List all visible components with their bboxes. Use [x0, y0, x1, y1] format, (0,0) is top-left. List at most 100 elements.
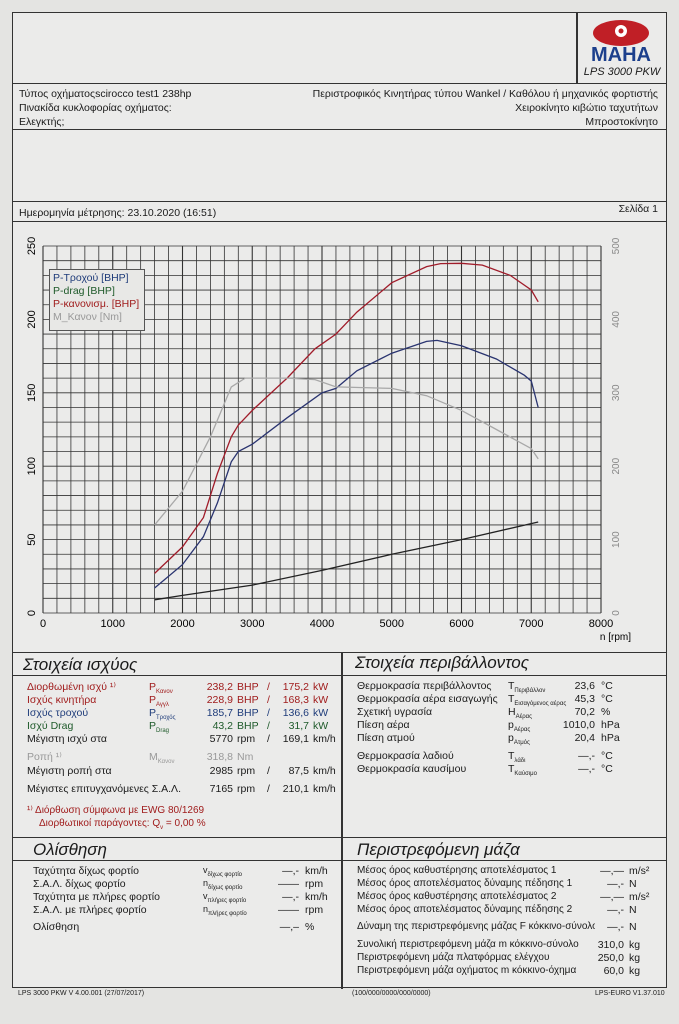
- power-value-2: 169,1: [282, 733, 309, 745]
- symbol-sub: Κανον: [156, 689, 173, 696]
- slip-label: Σ.Α.Λ. δίχως φορτίο: [33, 878, 126, 890]
- symbol-sub: Ατμός: [513, 740, 530, 747]
- power-label: Ισχύ Drag: [27, 720, 74, 732]
- mass-unit: kg: [629, 952, 641, 964]
- slip-title: Ολίσθηση: [33, 840, 107, 859]
- series-line-3: [154, 377, 539, 526]
- plate: Πινακίδα κυκλοφορίας οχήματος:: [19, 102, 172, 114]
- x-tick-label: 2000: [170, 618, 194, 630]
- power-unit-2: kW: [313, 707, 329, 719]
- power-unit-1: BHP: [237, 707, 259, 719]
- correction-factor: Διορθωτικοί παράγοντες: Qv = 0,00 %: [39, 818, 206, 831]
- mass-value: 310,0: [597, 939, 624, 951]
- env-symbol: pΑέρας: [508, 719, 530, 733]
- symbol: n: [203, 878, 209, 888]
- report-frame: MAHA LPS 3000 PKW Τύπος οχήματοςscirocco…: [12, 12, 667, 989]
- correction-factor-value: = 0,00 %: [165, 818, 206, 829]
- env-symbol: TΕισαγόμενος αέρας: [508, 693, 566, 707]
- env-unit: hPa: [601, 732, 620, 744]
- power-title: Στοιχεία ισχύος: [23, 655, 138, 674]
- env-value: —,-: [578, 750, 595, 762]
- power-sep: /: [267, 733, 270, 745]
- legend-drag-power: P-drag [BHP]: [53, 285, 115, 297]
- x-tick-label: 4000: [310, 618, 334, 630]
- symbol: T: [508, 693, 515, 705]
- power-sep: /: [267, 681, 270, 693]
- symbol: M: [149, 751, 158, 763]
- symbol-sub: Εισαγόμενος αέρας: [514, 701, 567, 708]
- mass-unit: N: [629, 921, 637, 933]
- symbol: p: [508, 732, 514, 744]
- power-unit-1: rpm: [237, 765, 256, 777]
- symbol-sub: λάδι: [514, 758, 526, 765]
- mass-label: Περιστρεφόμενη μάζα πλατφόρμας ελέγχου: [357, 952, 550, 963]
- slip-symbol: vπλήρες φορτίο: [203, 891, 246, 904]
- symbol-sub: πλήρες φορτίο: [207, 897, 247, 904]
- power-value-1: 238,2: [206, 681, 233, 693]
- symbol-sub: Κανον: [157, 759, 175, 766]
- symbol-sub: Καύσιμο: [514, 771, 537, 778]
- x-tick-label: 6000: [449, 618, 473, 630]
- symbol: T: [508, 750, 515, 762]
- mass-unit: kg: [629, 965, 641, 977]
- chart-legend: P-Τροχού [BHP] P-drag [BHP] P-κανονισμ. …: [49, 269, 145, 331]
- env-unit: °C: [601, 693, 613, 705]
- y-left-tick-label: 250: [26, 237, 38, 255]
- power-value-2: 175,2: [282, 681, 309, 693]
- mass-unit: N: [629, 904, 637, 916]
- symbol: v: [203, 865, 208, 875]
- y-left-tick-label: 50: [26, 533, 38, 545]
- section-divider: [341, 652, 343, 989]
- slip-value: —,-: [282, 865, 299, 877]
- env-symbol: Tλάδι: [508, 750, 525, 764]
- slip-value: —,-: [282, 891, 299, 903]
- env-label: Πίεση ατμού: [357, 732, 415, 744]
- env-value: —,-: [578, 763, 595, 775]
- env-label: Θερμοκρασία αέρα εισαγωγής: [357, 693, 498, 705]
- env-value: 1010,0: [562, 719, 595, 731]
- logo-divider: [576, 13, 578, 83]
- footer-euro: LPS-EURO V1.37.010: [595, 990, 665, 997]
- engine-type: Περιστροφικός Κινητήρας τύπου Wankel / Κ…: [312, 88, 658, 100]
- symbol-sub: Αγγλ: [156, 702, 169, 709]
- symbol-sub: Τροχός: [156, 715, 176, 722]
- power-symbol: PΤροχός: [149, 707, 176, 721]
- symbol: P: [149, 681, 157, 693]
- power-sep: /: [267, 765, 270, 777]
- symbol: H: [508, 706, 516, 718]
- power-label: Μέγιστες επιτυγχανόμενες Σ.Α.Λ.: [27, 783, 181, 795]
- correction-note: ¹⁾ Διόρθωση σύμφωνα με EWG 80/1269: [27, 805, 205, 816]
- mass-label: Μέσος όρος καθυστέρησης αποτελέσματος 2: [357, 891, 557, 902]
- correction-factor-label: Διορθωτικοί παράγοντες: Q: [39, 818, 161, 829]
- mass-label: Μέσος όρος αποτελέσματος δύναμης πέδησης…: [357, 904, 573, 915]
- env-symbol: TΠεριβάλλον: [508, 680, 545, 694]
- power-label: Ροπή ¹⁾: [27, 751, 62, 763]
- mass-value: 250,0: [597, 952, 624, 964]
- slip-symbol: nπλήρες φορτίο: [203, 904, 247, 917]
- symbol: T: [508, 763, 515, 775]
- env-value: 23,6: [574, 680, 595, 692]
- symbol-sub: Drag: [156, 728, 170, 735]
- page-number: Σελίδα 1: [618, 203, 658, 215]
- power-value-1: 185,7: [206, 707, 233, 719]
- y-right-tick-label: 200: [611, 457, 622, 474]
- mass-unit: kg: [629, 939, 641, 951]
- slip-unit: km/h: [305, 865, 328, 877]
- symbol-sub: δίχως φορτίο: [208, 884, 243, 891]
- correction-factor-sub: v: [160, 825, 164, 831]
- x-tick-label: 5000: [380, 618, 404, 630]
- symbol-sub: δίχως φορτίο: [207, 871, 243, 878]
- power-symbol: MΚανον: [149, 751, 174, 765]
- legend-wheel-power: P-Τροχού [BHP]: [53, 272, 129, 284]
- slip-unit: rpm: [305, 904, 324, 916]
- x-tick-label: 8000: [589, 618, 613, 630]
- y-left-tick-label: 100: [26, 457, 38, 475]
- mass-label: Μέσος όρος αποτελέσματος δύναμης πέδησης…: [357, 878, 573, 889]
- y-right-tick-label: 300: [611, 384, 622, 401]
- power-value-1: 2985: [209, 765, 233, 777]
- slip-label: Ταχύτητα με πλήρες φορτίο: [33, 891, 160, 903]
- env-value: 20,4: [574, 732, 595, 744]
- power-value-2: 87,5: [288, 765, 309, 777]
- env-value: 45,3: [574, 693, 595, 705]
- power-label: Μέγιστη ροπή στα: [27, 765, 112, 777]
